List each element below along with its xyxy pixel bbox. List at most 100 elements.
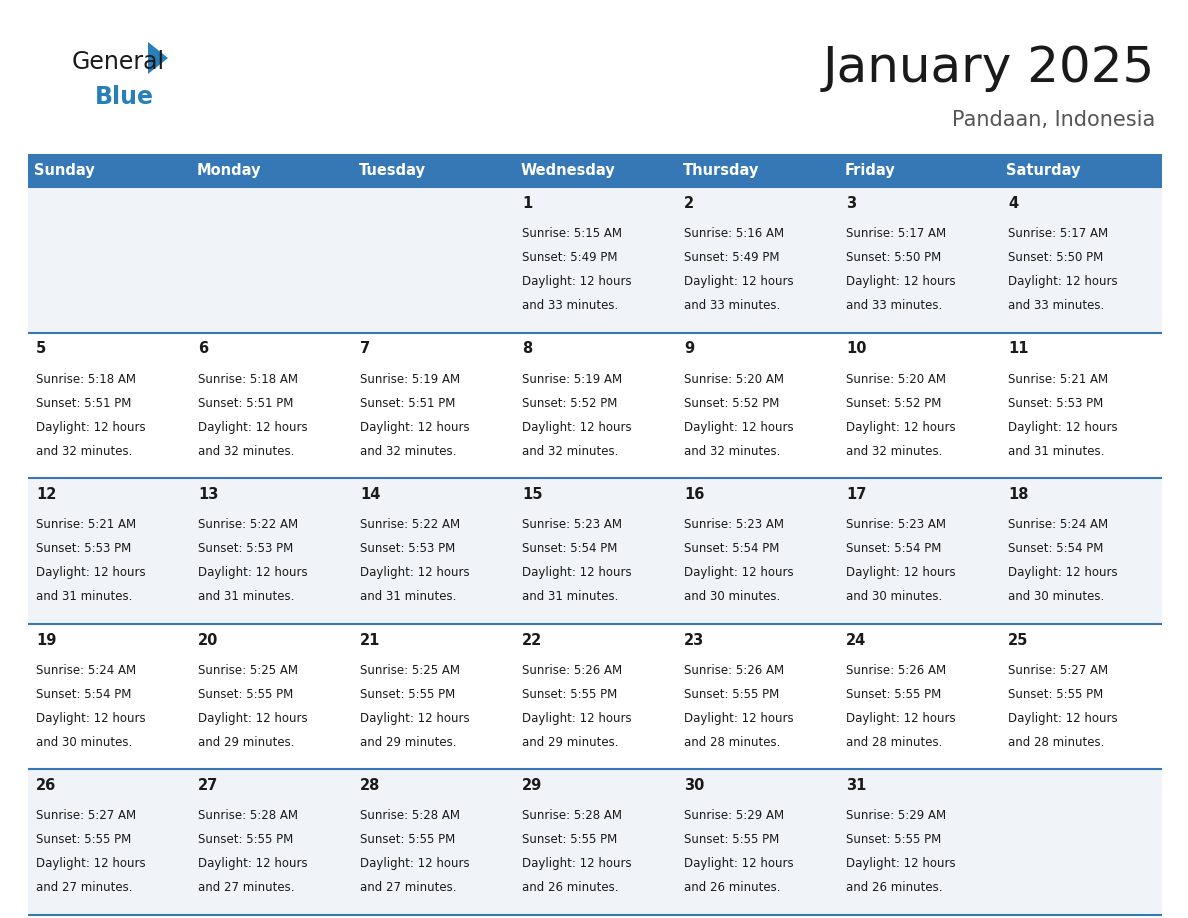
Text: Daylight: 12 hours: Daylight: 12 hours <box>360 420 469 433</box>
Text: Sunset: 5:50 PM: Sunset: 5:50 PM <box>846 251 941 264</box>
Text: and 29 minutes.: and 29 minutes. <box>198 736 295 749</box>
Text: and 32 minutes.: and 32 minutes. <box>36 444 133 458</box>
Text: and 30 minutes.: and 30 minutes. <box>846 590 942 603</box>
Text: Sunrise: 5:19 AM: Sunrise: 5:19 AM <box>522 373 623 386</box>
Text: 13: 13 <box>198 487 219 502</box>
Text: Daylight: 12 hours: Daylight: 12 hours <box>1009 275 1118 288</box>
Text: and 29 minutes.: and 29 minutes. <box>360 736 456 749</box>
Bar <box>29 155 1162 187</box>
Text: Sunrise: 5:26 AM: Sunrise: 5:26 AM <box>522 664 623 677</box>
Text: Sunrise: 5:29 AM: Sunrise: 5:29 AM <box>846 810 946 823</box>
Text: and 32 minutes.: and 32 minutes. <box>684 444 781 458</box>
Text: Sunrise: 5:24 AM: Sunrise: 5:24 AM <box>36 664 137 677</box>
Text: Sunset: 5:53 PM: Sunset: 5:53 PM <box>1009 397 1104 409</box>
Text: Daylight: 12 hours: Daylight: 12 hours <box>360 566 469 579</box>
Text: Daylight: 12 hours: Daylight: 12 hours <box>1009 566 1118 579</box>
Text: Daylight: 12 hours: Daylight: 12 hours <box>522 711 632 725</box>
Text: and 31 minutes.: and 31 minutes. <box>1009 444 1105 458</box>
Text: Friday: Friday <box>845 163 896 178</box>
Bar <box>29 769 1162 915</box>
Text: Sunrise: 5:28 AM: Sunrise: 5:28 AM <box>360 810 460 823</box>
Text: Daylight: 12 hours: Daylight: 12 hours <box>522 857 632 870</box>
Text: Sunset: 5:55 PM: Sunset: 5:55 PM <box>360 834 455 846</box>
Text: Sunrise: 5:24 AM: Sunrise: 5:24 AM <box>1009 518 1108 532</box>
Text: Sunset: 5:55 PM: Sunset: 5:55 PM <box>684 688 779 700</box>
Text: Sunset: 5:54 PM: Sunset: 5:54 PM <box>1009 543 1104 555</box>
Text: Sunset: 5:51 PM: Sunset: 5:51 PM <box>36 397 132 409</box>
Text: 11: 11 <box>1009 341 1029 356</box>
Text: Sunset: 5:55 PM: Sunset: 5:55 PM <box>198 688 293 700</box>
Text: 7: 7 <box>360 341 371 356</box>
Text: Sunrise: 5:15 AM: Sunrise: 5:15 AM <box>522 227 623 240</box>
Text: 15: 15 <box>522 487 543 502</box>
Text: Wednesday: Wednesday <box>520 163 615 178</box>
Text: Daylight: 12 hours: Daylight: 12 hours <box>522 566 632 579</box>
Text: Sunrise: 5:23 AM: Sunrise: 5:23 AM <box>684 518 784 532</box>
Text: Sunset: 5:49 PM: Sunset: 5:49 PM <box>522 251 618 264</box>
Text: Sunset: 5:55 PM: Sunset: 5:55 PM <box>846 688 941 700</box>
Text: and 33 minutes.: and 33 minutes. <box>684 299 781 312</box>
Text: Daylight: 12 hours: Daylight: 12 hours <box>684 566 794 579</box>
Text: Sunrise: 5:21 AM: Sunrise: 5:21 AM <box>36 518 137 532</box>
Text: Daylight: 12 hours: Daylight: 12 hours <box>684 420 794 433</box>
Text: Blue: Blue <box>95 85 154 109</box>
Text: Sunrise: 5:18 AM: Sunrise: 5:18 AM <box>198 373 298 386</box>
Text: and 30 minutes.: and 30 minutes. <box>1009 590 1105 603</box>
Text: Sunrise: 5:19 AM: Sunrise: 5:19 AM <box>360 373 460 386</box>
Text: Sunrise: 5:26 AM: Sunrise: 5:26 AM <box>846 664 946 677</box>
Text: Sunrise: 5:20 AM: Sunrise: 5:20 AM <box>684 373 784 386</box>
Text: 27: 27 <box>198 778 219 793</box>
Text: 29: 29 <box>522 778 543 793</box>
Text: and 32 minutes.: and 32 minutes. <box>360 444 456 458</box>
Text: Sunrise: 5:27 AM: Sunrise: 5:27 AM <box>1009 664 1108 677</box>
Text: Sunset: 5:55 PM: Sunset: 5:55 PM <box>684 834 779 846</box>
Text: Sunset: 5:52 PM: Sunset: 5:52 PM <box>684 397 779 409</box>
Text: Sunrise: 5:23 AM: Sunrise: 5:23 AM <box>522 518 623 532</box>
Text: and 27 minutes.: and 27 minutes. <box>360 881 456 894</box>
Text: Sunset: 5:51 PM: Sunset: 5:51 PM <box>360 397 455 409</box>
Text: 4: 4 <box>1009 196 1018 211</box>
Bar <box>29 478 1162 624</box>
Text: and 26 minutes.: and 26 minutes. <box>846 881 942 894</box>
Text: 18: 18 <box>1009 487 1029 502</box>
Text: and 33 minutes.: and 33 minutes. <box>846 299 942 312</box>
Text: 14: 14 <box>360 487 380 502</box>
Text: 24: 24 <box>846 633 866 647</box>
Text: Sunset: 5:52 PM: Sunset: 5:52 PM <box>846 397 941 409</box>
Text: Sunrise: 5:25 AM: Sunrise: 5:25 AM <box>198 664 298 677</box>
Text: Sunset: 5:54 PM: Sunset: 5:54 PM <box>36 688 132 700</box>
Text: and 30 minutes.: and 30 minutes. <box>684 590 781 603</box>
Text: Sunrise: 5:26 AM: Sunrise: 5:26 AM <box>684 664 784 677</box>
Text: Daylight: 12 hours: Daylight: 12 hours <box>36 711 146 725</box>
Text: and 32 minutes.: and 32 minutes. <box>198 444 295 458</box>
Text: Daylight: 12 hours: Daylight: 12 hours <box>684 275 794 288</box>
Text: and 31 minutes.: and 31 minutes. <box>36 590 133 603</box>
Polygon shape <box>148 42 168 74</box>
Text: General: General <box>72 50 165 74</box>
Text: Daylight: 12 hours: Daylight: 12 hours <box>846 420 955 433</box>
Text: 10: 10 <box>846 341 866 356</box>
Text: 28: 28 <box>360 778 380 793</box>
Text: Sunset: 5:55 PM: Sunset: 5:55 PM <box>1009 688 1104 700</box>
Text: Daylight: 12 hours: Daylight: 12 hours <box>360 857 469 870</box>
Text: 8: 8 <box>522 341 532 356</box>
Text: Sunrise: 5:18 AM: Sunrise: 5:18 AM <box>36 373 137 386</box>
Text: Sunset: 5:55 PM: Sunset: 5:55 PM <box>522 834 618 846</box>
Text: Monday: Monday <box>196 163 261 178</box>
Text: Daylight: 12 hours: Daylight: 12 hours <box>684 857 794 870</box>
Text: Sunrise: 5:27 AM: Sunrise: 5:27 AM <box>36 810 137 823</box>
Text: Sunrise: 5:21 AM: Sunrise: 5:21 AM <box>1009 373 1108 386</box>
Text: 12: 12 <box>36 487 57 502</box>
Text: Tuesday: Tuesday <box>359 163 425 178</box>
Text: 26: 26 <box>36 778 56 793</box>
Text: Sunrise: 5:29 AM: Sunrise: 5:29 AM <box>684 810 784 823</box>
Text: Sunset: 5:55 PM: Sunset: 5:55 PM <box>846 834 941 846</box>
Text: Daylight: 12 hours: Daylight: 12 hours <box>198 711 308 725</box>
Text: Daylight: 12 hours: Daylight: 12 hours <box>846 857 955 870</box>
Text: and 31 minutes.: and 31 minutes. <box>360 590 456 603</box>
Bar <box>29 624 1162 769</box>
Text: Sunday: Sunday <box>34 163 95 178</box>
Text: Daylight: 12 hours: Daylight: 12 hours <box>1009 420 1118 433</box>
Text: Daylight: 12 hours: Daylight: 12 hours <box>522 275 632 288</box>
Text: 5: 5 <box>36 341 46 356</box>
